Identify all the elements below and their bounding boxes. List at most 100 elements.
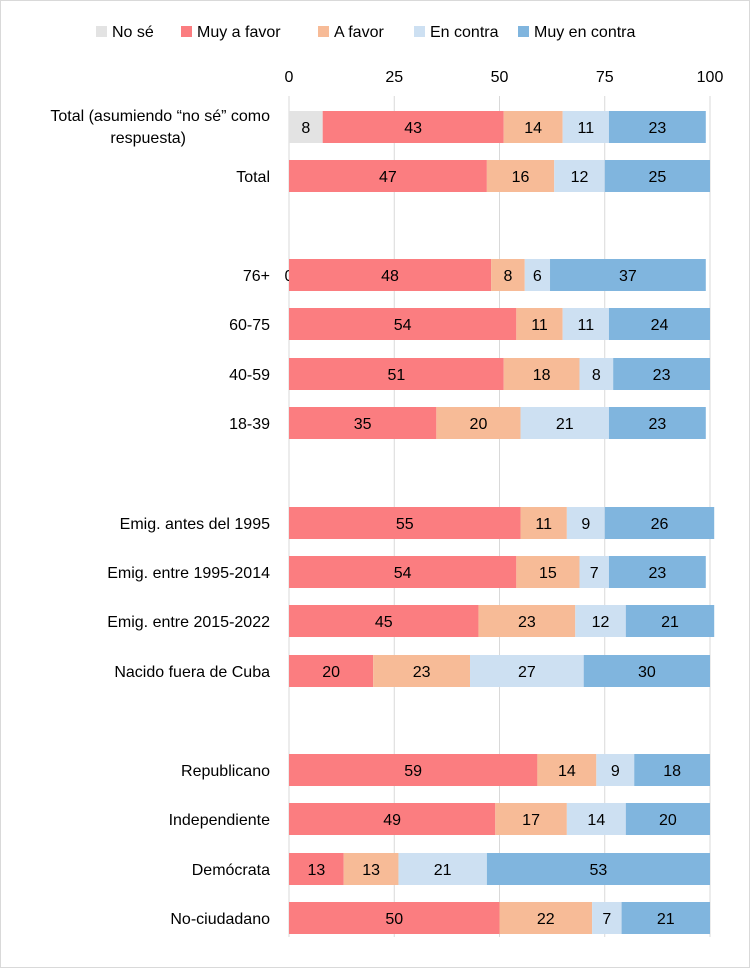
bar-value-label: 55	[396, 516, 414, 533]
bar-segment	[520, 407, 609, 439]
category-label: Emig. entre 1995-2014	[107, 565, 270, 582]
bar-value-label: 7	[602, 911, 611, 928]
bar-segment	[289, 853, 344, 885]
category-label: Demócrata	[192, 862, 270, 879]
legend-swatch	[96, 26, 107, 37]
bar-value-label: 50	[385, 911, 403, 928]
bar-value-label: 30	[638, 664, 656, 681]
bar-segment	[289, 160, 487, 192]
category-label: Republicano	[181, 763, 270, 780]
bar-segment	[289, 655, 374, 687]
bar-value-label: 12	[592, 614, 610, 631]
bar-segment	[495, 803, 567, 835]
bar-value-label: 20	[659, 812, 677, 829]
category-label: 18-39	[229, 416, 270, 433]
bar-segment	[625, 803, 710, 835]
bar-segment	[575, 605, 626, 637]
x-tick-label-50: 50	[491, 69, 509, 86]
x-tick-label-25: 25	[385, 69, 403, 86]
bar-value-label: 59	[404, 763, 422, 780]
bar-segment	[478, 605, 576, 637]
bar-value-label: 23	[518, 614, 536, 631]
bar-segment	[516, 308, 563, 340]
bar-value-label: 15	[539, 565, 557, 582]
bar-value-label: 23	[653, 367, 671, 384]
bar-segment	[436, 407, 521, 439]
bar-value-label: 27	[518, 664, 536, 681]
bar-segment	[343, 853, 399, 885]
legend: No sé Muy a favor A favor En contra Muy en c…	[96, 24, 635, 41]
category-label: 40-59	[229, 367, 270, 384]
bar-value-label: 24	[651, 317, 669, 334]
bar-segment	[608, 111, 706, 143]
bar-segment	[289, 556, 517, 588]
category-label: Independiente	[169, 812, 271, 829]
bar-segment	[289, 111, 323, 143]
bar-segment	[322, 111, 504, 143]
bar-value-label: 49	[383, 812, 401, 829]
bar-segment	[289, 605, 479, 637]
bar-segment	[503, 111, 563, 143]
bar-segment	[562, 111, 609, 143]
bar-value-label: 21	[556, 416, 574, 433]
bar-value-label: 6	[533, 268, 542, 285]
bar-segment	[596, 754, 635, 786]
bar-value-label: 14	[587, 812, 605, 829]
bar-value-label: 53	[590, 862, 608, 879]
category-label: No-ciudadano	[170, 911, 270, 928]
bar-segment	[289, 407, 437, 439]
bar-value-label: 12	[571, 169, 589, 186]
bar-segment	[537, 754, 597, 786]
bar-segment	[566, 803, 626, 835]
category-label: Emig. antes del 1995	[120, 516, 270, 533]
bar-segment	[592, 902, 622, 934]
bar-segment	[608, 308, 710, 340]
bar-value-label: 9	[611, 763, 620, 780]
x-tick-label-75: 75	[596, 69, 614, 86]
bar-area: 8431411234716122504886375411112451188233…	[285, 111, 715, 934]
bar-segment	[608, 556, 706, 588]
bar-value-label: 22	[537, 911, 555, 928]
bar-value-label: 11	[531, 317, 548, 334]
bar-value-label: 21	[661, 614, 679, 631]
bar-value-label: 35	[354, 416, 372, 433]
bar-value-label: 11	[535, 516, 552, 533]
x-tick-label-0: 0	[285, 69, 294, 86]
bar-value-label: 54	[394, 565, 412, 582]
bar-value-label: 54	[394, 317, 412, 334]
bar-segment	[634, 754, 710, 786]
bar-value-label: 23	[413, 664, 431, 681]
bar-value-label: 43	[404, 120, 422, 137]
bar-value-label: 8	[301, 120, 310, 137]
legend-swatch	[318, 26, 329, 37]
bar-value-label: 16	[512, 169, 530, 186]
bar-value-label: 26	[651, 516, 669, 533]
bar-segment	[289, 902, 500, 934]
bar-value-label: 45	[375, 614, 393, 631]
legend-label: Muy a favor	[197, 24, 281, 41]
bar-value-label: 14	[524, 120, 542, 137]
bar-segment	[499, 902, 593, 934]
x-axis-ticks: 0 25 50 75 100	[285, 69, 724, 86]
bar-segment	[289, 308, 517, 340]
bar-segment	[491, 259, 525, 291]
bar-segment	[289, 754, 538, 786]
legend-label: Muy en contra	[534, 24, 635, 41]
legend-swatch	[414, 26, 425, 37]
bar-value-label: 25	[648, 169, 666, 186]
bar-value-label: 20	[470, 416, 488, 433]
bar-value-label: 20	[322, 664, 340, 681]
bar-value-label: 23	[648, 565, 666, 582]
bar-segment	[604, 160, 710, 192]
legend-swatch	[518, 26, 529, 37]
bar-value-label: 11	[578, 317, 595, 334]
bar-segment	[562, 308, 609, 340]
bar-value-label: 13	[307, 862, 325, 879]
category-label: 60-75	[229, 317, 270, 334]
bar-segment	[621, 902, 710, 934]
bar-value-label: 13	[362, 862, 380, 879]
bar-segment	[289, 259, 492, 291]
bar-segment	[398, 853, 487, 885]
bar-segment	[604, 507, 715, 539]
